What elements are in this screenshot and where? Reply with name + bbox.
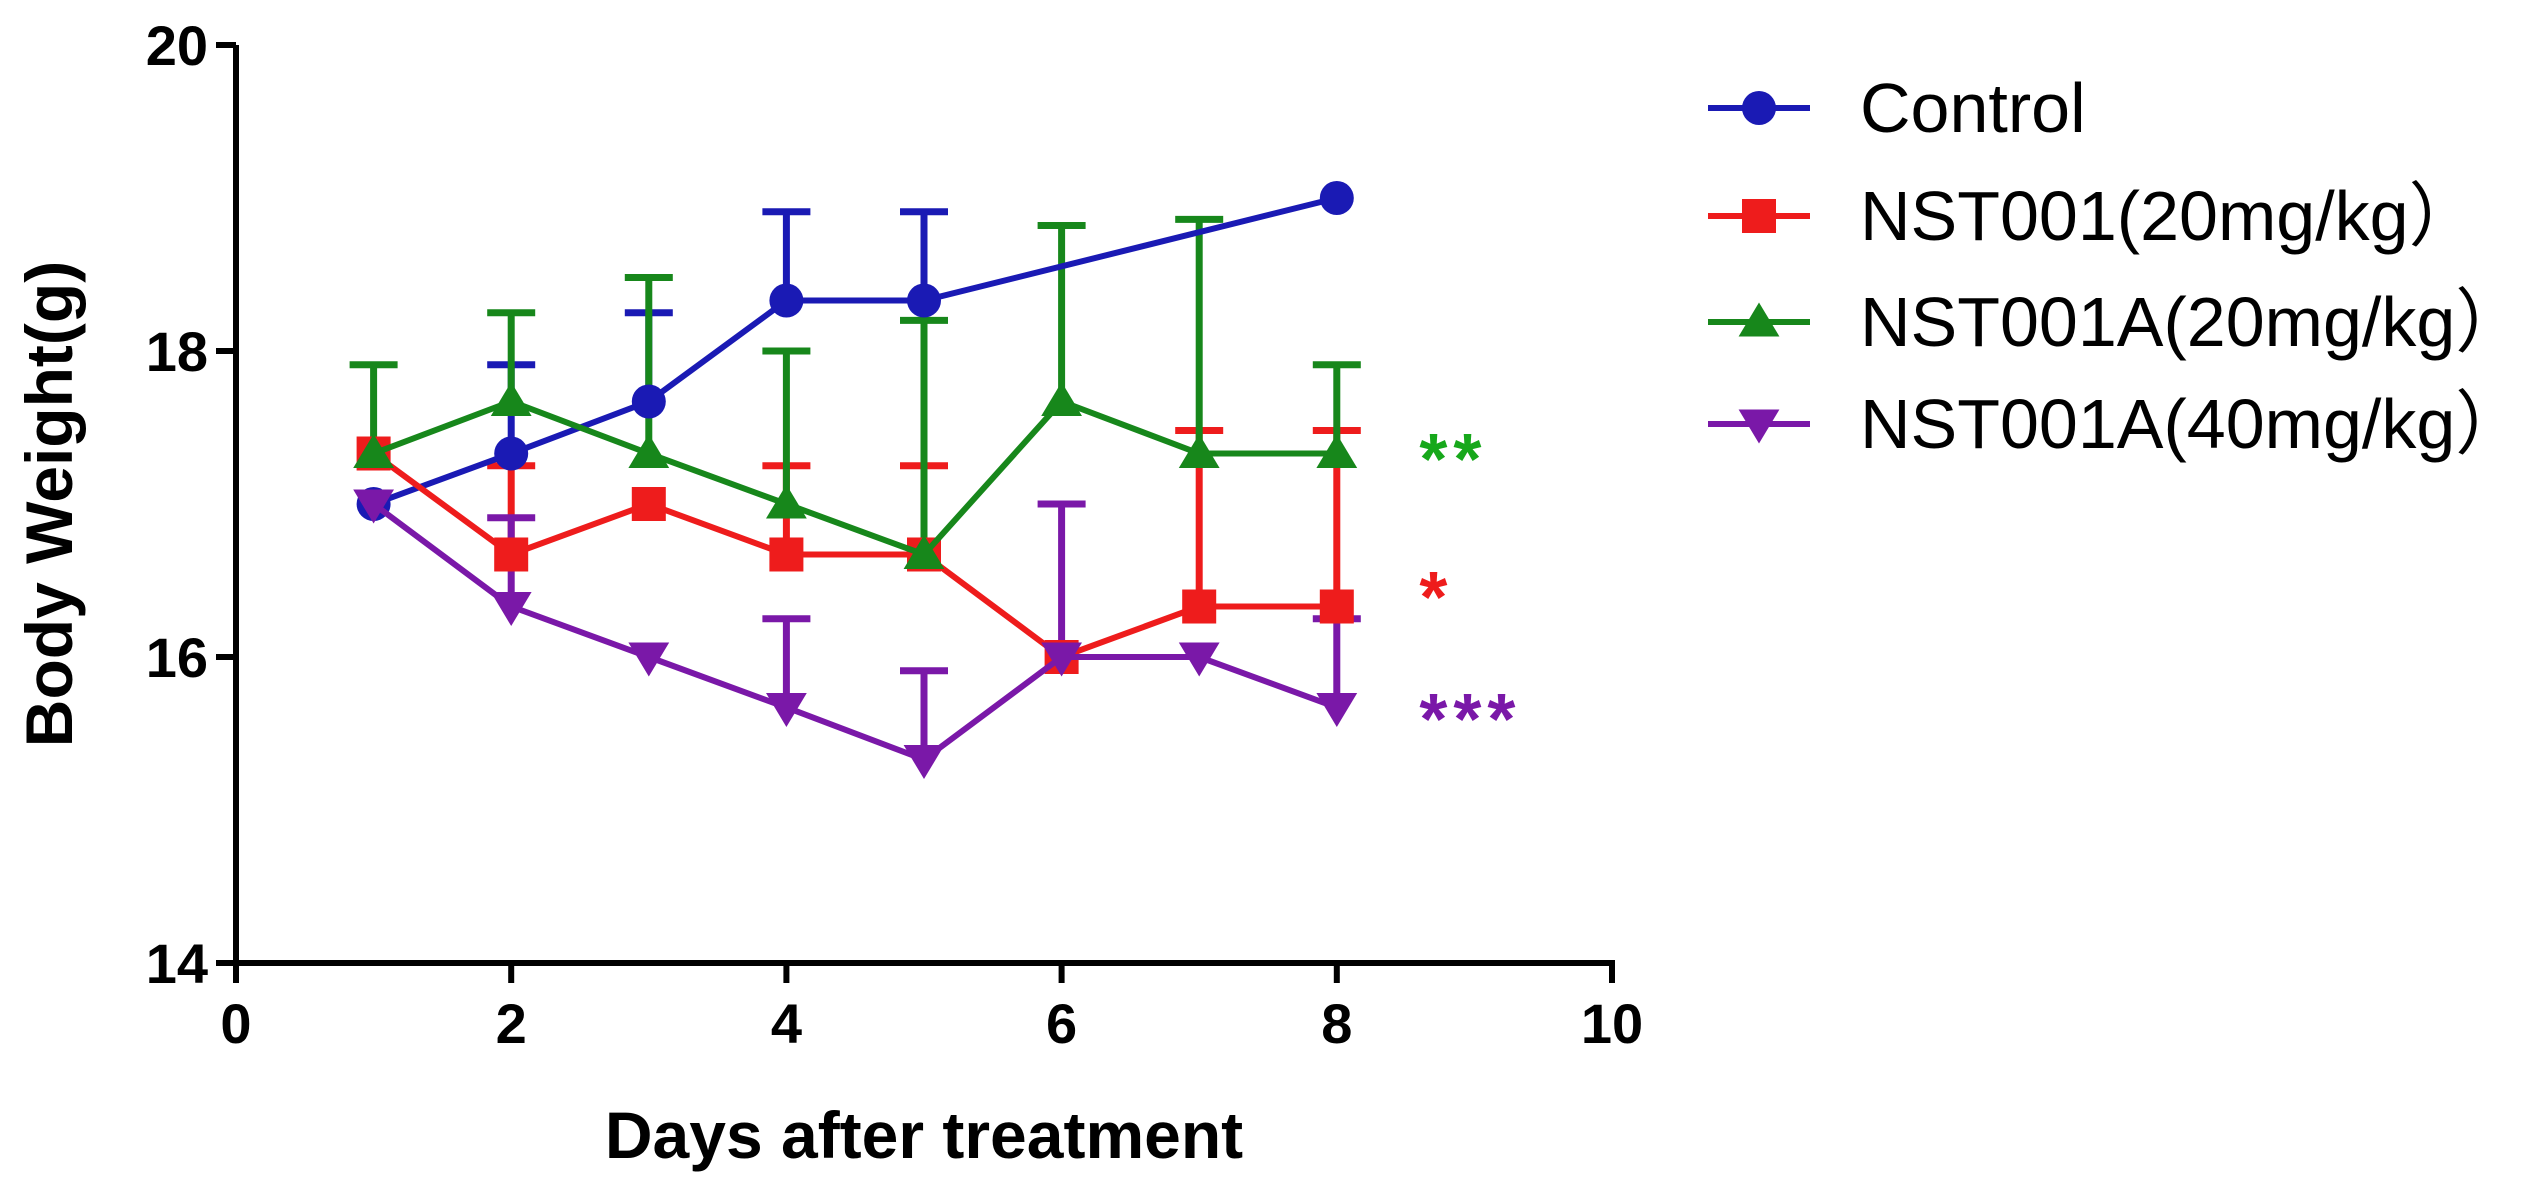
data-point-nst001a-20-8 — [1316, 433, 1358, 468]
legend-label-nst001-20: NST001(20mg/kg） — [1860, 177, 2479, 255]
data-point-nst001-20-2 — [494, 537, 529, 572]
data-point-nst001a-40-8 — [1316, 693, 1358, 728]
legend-marker-nst001-20 — [1742, 199, 1776, 233]
series-line-nst001a-20 — [372, 397, 1337, 559]
data-point-nst001a-40-7 — [1178, 642, 1220, 677]
x-tick-label-0: 0 — [220, 992, 251, 1055]
data-point-nst001a-40-4 — [766, 693, 807, 728]
series-line-control — [372, 195, 1338, 507]
x-axis-title: Days after treatment — [605, 1098, 1243, 1172]
data-point-nst001a-20-3 — [628, 433, 670, 468]
significance-label-2: * — [1419, 558, 1453, 638]
data-point-nst001a-20-1 — [353, 433, 394, 468]
x-tick-label-8: 8 — [1321, 992, 1352, 1055]
significance-label-3: *** — [1419, 680, 1521, 760]
data-point-nst001a-40-1 — [353, 489, 394, 524]
data-point-control-4 — [769, 283, 804, 318]
series-line-nst001-20 — [371, 451, 1337, 661]
data-point-nst001a-20-6 — [1041, 381, 1082, 416]
data-point-control-2 — [494, 436, 529, 471]
legend-label-control: Control — [1860, 69, 2086, 147]
data-point-nst001-20-8 — [1319, 589, 1354, 624]
legend: Control NST001(20mg/kg） NST001A(20mg/kg） NS… — [1708, 69, 2525, 463]
legend-label-nst001a-20: NST001A(20mg/kg） — [1860, 283, 2525, 361]
data-point-nst001-20-7 — [1182, 589, 1217, 624]
data-point-nst001a-40-2 — [490, 592, 532, 627]
series-line-nst001a-40 — [371, 501, 1338, 763]
data-point-nst001a-40-6 — [1041, 642, 1082, 677]
significance-label-1: ** — [1419, 420, 1487, 500]
legend-marker-nst001a-20 — [1738, 302, 1780, 337]
x-tick-label-4: 4 — [771, 992, 802, 1055]
x-tick-label-2: 2 — [496, 992, 527, 1055]
x-tick-label-10: 10 — [1581, 992, 1643, 1055]
y-tick-label-18: 18 — [146, 320, 208, 383]
data-point-nst001a-40-3 — [628, 642, 670, 677]
data-point-nst001a-20-4 — [766, 484, 807, 519]
data-point-nst001a-20-5 — [903, 534, 945, 569]
legend-marker-nst001a-40 — [1738, 409, 1780, 444]
data-point-control-3 — [631, 384, 666, 419]
legend-label-nst001a-40: NST001A(40mg/kg） — [1860, 385, 2525, 463]
legend-marker-control — [1742, 91, 1776, 125]
data-point-nst001-20-3 — [631, 487, 666, 521]
y-tick-label-20: 20 — [146, 14, 208, 77]
data-point-nst001a-20-7 — [1178, 433, 1220, 468]
axes: 0 2 4 6 8 10 14 16 18 20 Days after treatment Body … — [12, 14, 1643, 1172]
data-point-nst001a-20-2 — [490, 381, 532, 416]
y-axis-title: Body Weight(g) — [12, 261, 86, 747]
y-tick-label-16: 16 — [146, 626, 208, 689]
plot-area: ****** — [349, 181, 1521, 780]
data-point-nst001-20-4 — [769, 537, 804, 572]
y-tick-label-14: 14 — [146, 932, 208, 995]
data-point-control-5 — [907, 283, 941, 318]
data-point-nst001a-40-5 — [903, 745, 945, 780]
x-tick-label-6: 6 — [1046, 992, 1077, 1055]
data-point-control-6 — [1319, 181, 1354, 215]
